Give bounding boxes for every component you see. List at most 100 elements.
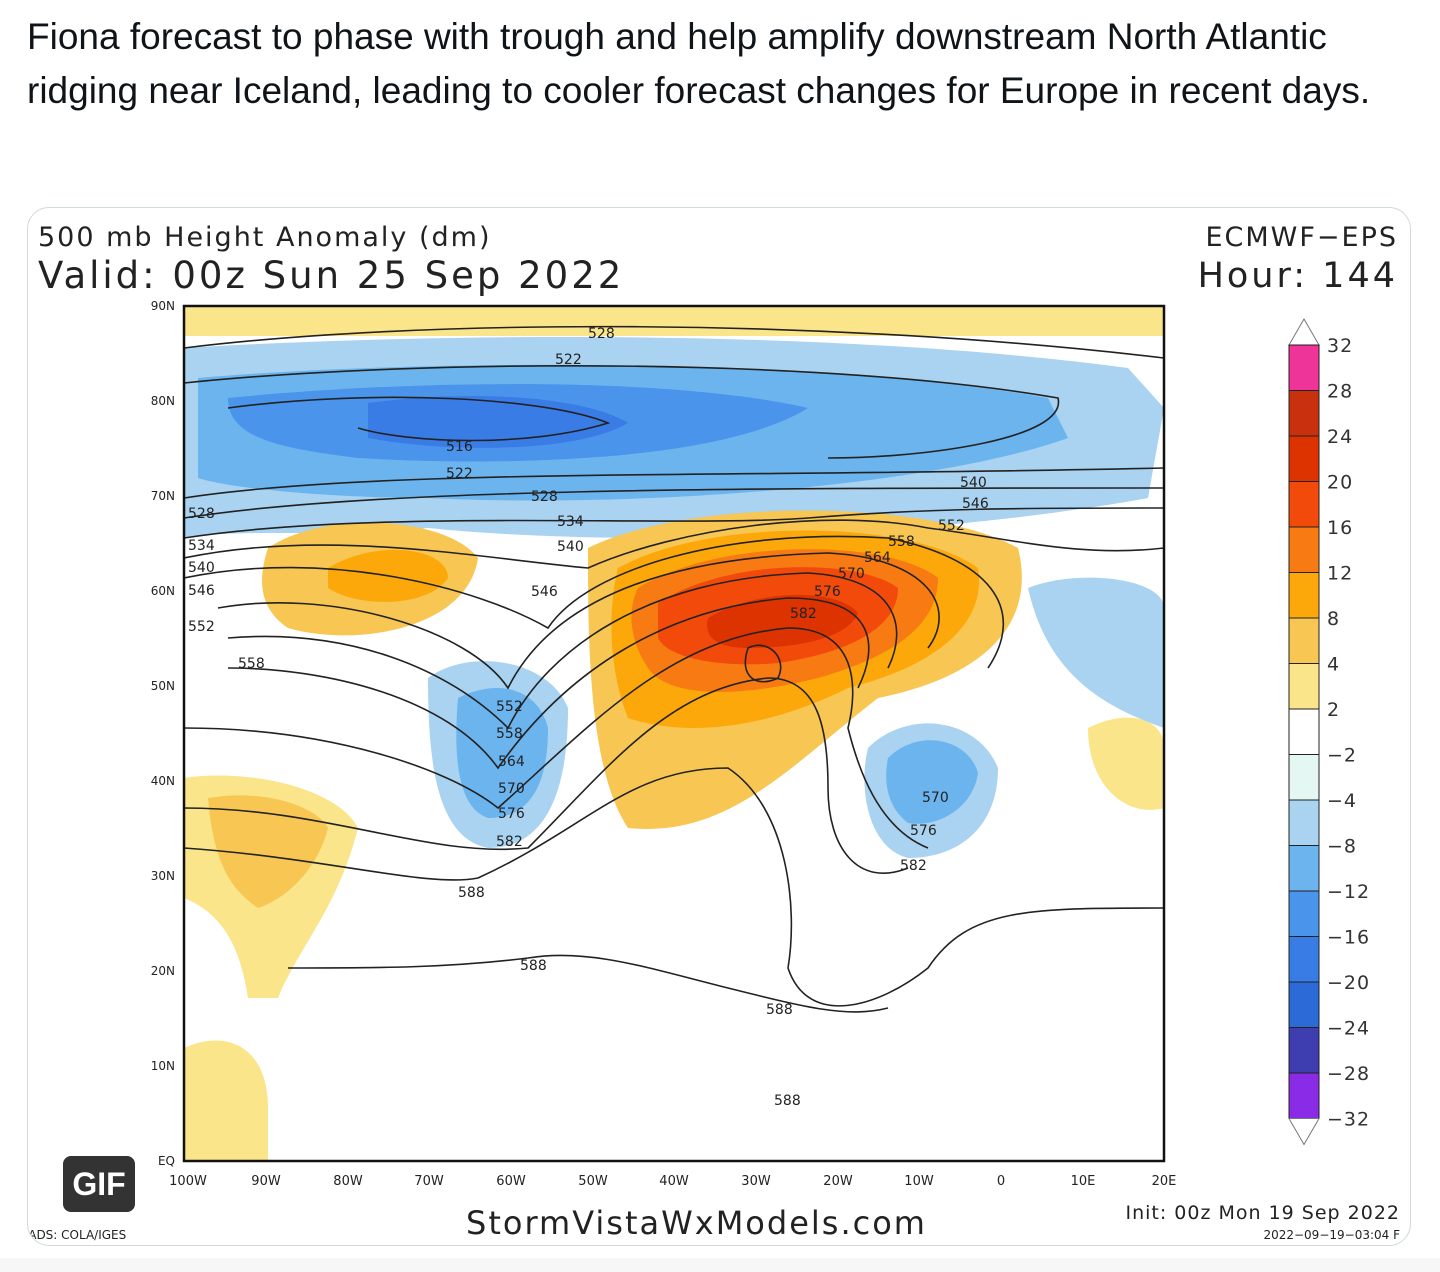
svg-text:588: 588 (774, 1093, 801, 1109)
colorbar-bin (1288, 936, 1320, 983)
colorbar-label: −8 (1327, 836, 1357, 858)
init-time: Init: 00z Mon 19 Sep 2022 (1125, 1202, 1400, 1224)
weather-map: 528 522 516 522 528 534 540 546 540 546 … (151, 299, 1370, 1189)
colorbar-bin (1288, 754, 1320, 801)
model-name: ECMWF−EPS (1205, 222, 1398, 253)
colorbar-label: 20 (1327, 472, 1353, 494)
colorbar-label: 28 (1327, 381, 1353, 403)
colorbar-label: 16 (1327, 517, 1353, 539)
svg-text:540: 540 (557, 539, 584, 555)
svg-text:558: 558 (888, 534, 915, 550)
colorbar-bin (1288, 1027, 1320, 1074)
colorbar-label: −20 (1327, 972, 1370, 994)
colorbar-label: −2 (1327, 745, 1357, 767)
svg-text:90W: 90W (251, 1174, 281, 1189)
svg-text:30N: 30N (151, 869, 175, 883)
svg-text:588: 588 (520, 958, 547, 974)
svg-text:0: 0 (997, 1174, 1005, 1189)
colorbar-bin (1288, 526, 1320, 573)
svg-text:10N: 10N (151, 1059, 175, 1073)
colorbar-bin (1288, 890, 1320, 937)
colorbar-bin (1288, 708, 1320, 755)
svg-text:90N: 90N (151, 299, 175, 313)
timestamp: 2022−09−19−03:04 F (1263, 1228, 1400, 1242)
svg-text:582: 582 (496, 834, 523, 850)
lon-axis: 100W 90W 80W 70W 60W 50W 40W 30W 20W 10W… (169, 1174, 1176, 1189)
colorbar-label: 32 (1327, 335, 1353, 357)
colorbar-bin (1288, 663, 1320, 710)
colorbar-label: 4 (1327, 654, 1340, 676)
svg-text:546: 546 (188, 583, 215, 599)
svg-text:80W: 80W (333, 1174, 363, 1189)
colorbar-max-arrow (1288, 317, 1320, 346)
contour-labels: 528 522 516 522 528 534 540 546 540 546 … (188, 326, 989, 1109)
svg-text:552: 552 (938, 518, 965, 534)
svg-text:546: 546 (962, 496, 989, 512)
svg-text:552: 552 (496, 699, 523, 715)
svg-text:588: 588 (458, 885, 485, 901)
svg-text:564: 564 (864, 550, 891, 566)
colorbar-label: 24 (1327, 426, 1353, 448)
svg-text:50N: 50N (151, 679, 175, 693)
svg-text:40N: 40N (151, 774, 175, 788)
colorbar-bin (1288, 435, 1320, 482)
colorbar-label: 8 (1327, 608, 1340, 630)
svg-text:EQ: EQ (158, 1154, 175, 1168)
forecast-hour: Hour: 144 (1197, 256, 1398, 296)
svg-text:40W: 40W (659, 1174, 689, 1189)
colorbar-label: −32 (1327, 1109, 1370, 1131)
colorbar-bin (1288, 617, 1320, 664)
svg-text:582: 582 (900, 858, 927, 874)
svg-text:10E: 10E (1071, 1174, 1096, 1189)
svg-text:60W: 60W (496, 1174, 526, 1189)
colorbar-label: 12 (1327, 563, 1353, 585)
svg-text:20E: 20E (1152, 1174, 1177, 1189)
svg-text:528: 528 (588, 326, 615, 342)
svg-text:20N: 20N (151, 964, 175, 978)
colorbar-label: 2 (1327, 699, 1340, 721)
colorbar-min-arrow (1288, 1118, 1320, 1146)
svg-text:540: 540 (960, 475, 987, 491)
svg-text:20W: 20W (823, 1174, 853, 1189)
colorbar-bin (1288, 981, 1320, 1028)
anomaly-shading (184, 306, 1164, 1161)
grads-credit: GrADS: COLA/IGES (28, 1228, 127, 1242)
svg-text:10W: 10W (904, 1174, 934, 1189)
svg-text:558: 558 (496, 726, 523, 742)
page-bottom (0, 1258, 1440, 1272)
svg-text:588: 588 (766, 1002, 793, 1018)
colorbar-bin (1288, 845, 1320, 892)
tweet-text: Fiona forecast to phase with trough and … (27, 16, 1371, 111)
map-frame (182, 304, 1166, 1163)
colorbar: 32 28 24 20 16 12 8 4 2 −2 −4 −8 −12 −16 −20 −24 −28 −32 (1288, 317, 1370, 1146)
watermark: StormVistaWxModels.com (466, 1204, 927, 1242)
lat-axis: 90N 80N 70N 60N 50N 40N 30N 20N 10N EQ (151, 299, 175, 1168)
colorbar-label: −4 (1327, 790, 1357, 812)
svg-text:582: 582 (790, 606, 817, 622)
svg-text:576: 576 (910, 823, 937, 839)
media-card[interactable]: 500 mb Height Anomaly (dm) Valid: 00z Su… (27, 207, 1411, 1246)
colorbar-bin (1288, 572, 1320, 619)
svg-text:70W: 70W (414, 1174, 444, 1189)
svg-text:576: 576 (498, 806, 525, 822)
svg-text:50W: 50W (578, 1174, 608, 1189)
svg-text:570: 570 (922, 790, 949, 806)
svg-text:516: 516 (446, 439, 473, 455)
svg-text:100W: 100W (169, 1174, 207, 1189)
svg-text:60N: 60N (151, 584, 175, 598)
colorbar-bin (1288, 344, 1320, 391)
valid-time: Valid: 00z Sun 25 Sep 2022 (38, 254, 625, 297)
height-contours (184, 325, 1164, 1013)
svg-text:522: 522 (446, 466, 473, 482)
svg-text:528: 528 (531, 489, 558, 505)
svg-text:546: 546 (531, 584, 558, 600)
colorbar-label: −16 (1327, 927, 1370, 949)
gif-badge[interactable]: GIF (63, 1156, 135, 1212)
colorbar-label: −28 (1327, 1063, 1370, 1085)
colorbar-label: −12 (1327, 881, 1370, 903)
colorbar-bin (1288, 1072, 1320, 1119)
svg-text:570: 570 (838, 566, 865, 582)
svg-text:558: 558 (238, 656, 265, 672)
colorbar-bin (1288, 799, 1320, 846)
svg-text:564: 564 (498, 754, 525, 770)
